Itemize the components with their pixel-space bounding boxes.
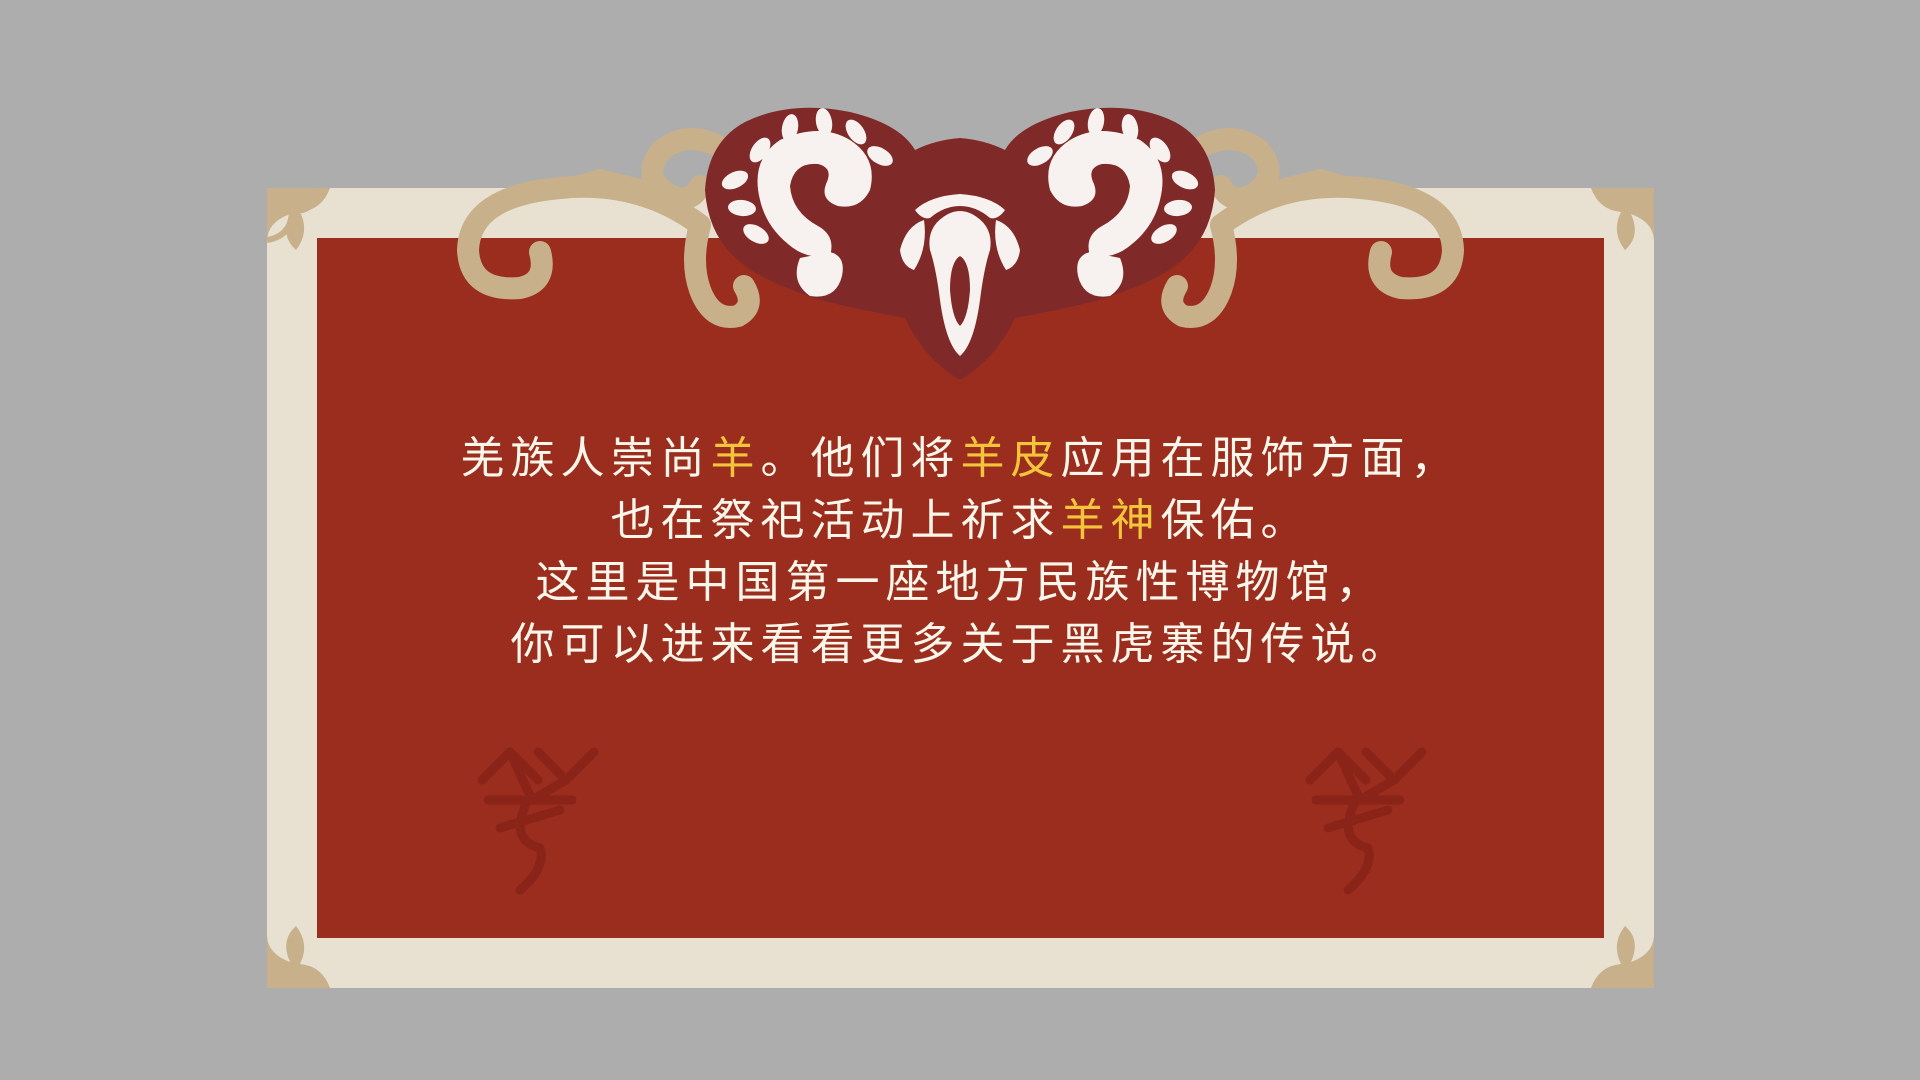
message-line-3: 这里是中国第一座地方民族性博物馆， (317, 552, 1604, 614)
message-segment: 保佑。 (1160, 495, 1311, 546)
highlight-keyword: 羊 (710, 433, 761, 484)
dialog-message: 羌族人崇尚羊。他们将羊皮应用在服饰方面， 也在祭祀活动上祈求羊神保佑。 这里是中… (317, 428, 1604, 676)
message-segment: 。他们将 (760, 433, 961, 484)
message-line-1: 羌族人崇尚羊。他们将羊皮应用在服饰方面， (317, 428, 1604, 490)
message-segment: 你可以进来看看更多关于黑虎寨的传说。 (510, 619, 1411, 670)
message-segment: 也在祭祀活动上祈求 (610, 495, 1061, 546)
message-segment: 应用在服饰方面， (1060, 433, 1461, 484)
highlight-keyword: 羊神 (1060, 495, 1161, 546)
message-line-2: 也在祭祀活动上祈求羊神保佑。 (317, 490, 1604, 552)
message-segment: 这里是中国第一座地方民族性博物馆， (535, 557, 1386, 608)
highlight-keyword: 羊皮 (960, 433, 1061, 484)
message-segment: 羌族人崇尚 (460, 433, 711, 484)
message-line-4: 你可以进来看看更多关于黑虎寨的传说。 (317, 614, 1604, 676)
